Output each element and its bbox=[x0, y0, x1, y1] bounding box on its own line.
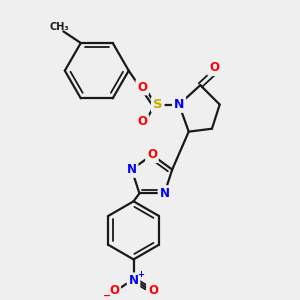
Text: CH₃: CH₃ bbox=[50, 22, 69, 32]
Text: N: N bbox=[127, 163, 137, 176]
Text: O: O bbox=[137, 116, 147, 128]
Text: −: − bbox=[103, 291, 112, 300]
Text: O: O bbox=[137, 81, 147, 94]
Text: N: N bbox=[160, 187, 170, 200]
Text: O: O bbox=[148, 284, 158, 297]
Text: N: N bbox=[128, 274, 139, 287]
Text: S: S bbox=[153, 98, 163, 111]
Text: N: N bbox=[174, 98, 184, 111]
Text: +: + bbox=[137, 270, 144, 279]
Text: O: O bbox=[209, 61, 219, 74]
Text: O: O bbox=[147, 148, 157, 161]
Text: O: O bbox=[109, 284, 119, 297]
